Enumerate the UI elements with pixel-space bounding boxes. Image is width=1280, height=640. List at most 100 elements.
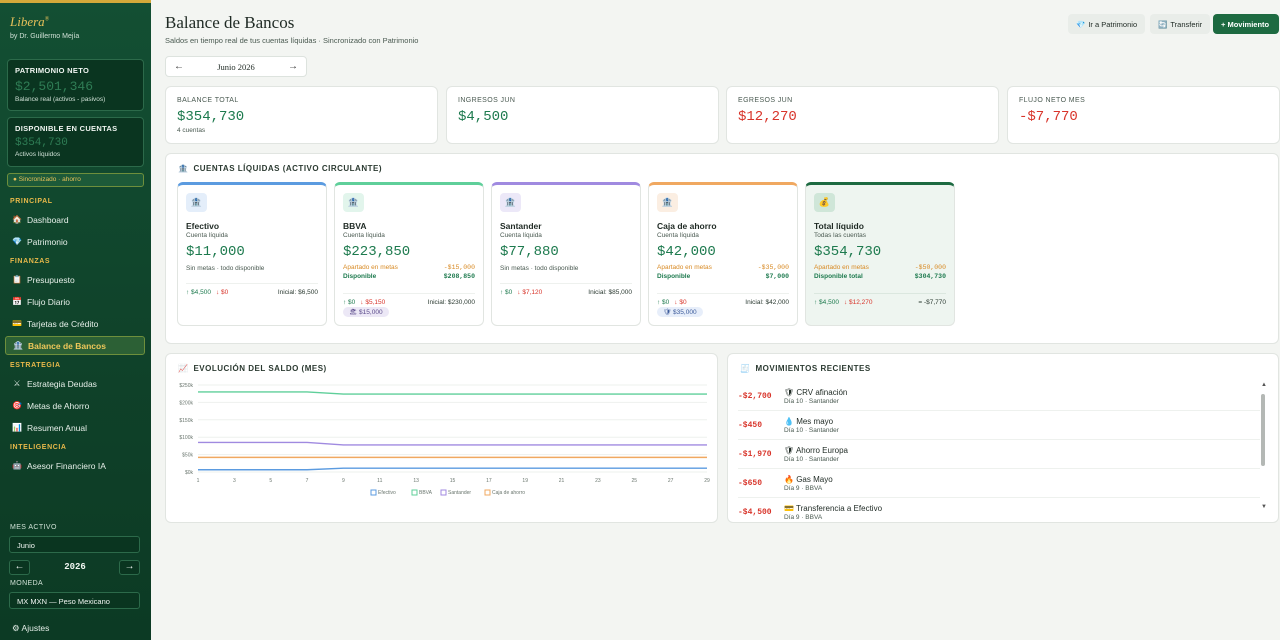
x-tick-label: 17 bbox=[486, 478, 492, 484]
account-in: ↑ $4,500 bbox=[814, 299, 839, 306]
brand[interactable]: Libera® by Dr. Guillermo Mejía bbox=[10, 14, 79, 40]
patrimonio-card: PATRIMONIO NETO $2,501,346 Balance real … bbox=[7, 59, 144, 111]
movimiento-amount: -$1,970 bbox=[738, 449, 772, 459]
disponible-label: Disponible bbox=[657, 273, 691, 280]
x-tick-label: 15 bbox=[450, 478, 456, 484]
account-type: Cuenta líquida bbox=[657, 232, 699, 239]
movimiento-icon: 🛡 bbox=[784, 387, 797, 397]
add-movimiento-button[interactable]: + Movimiento bbox=[1213, 14, 1279, 34]
apartado-label: Apartado en metas bbox=[814, 264, 869, 271]
calendar-icon: 📅 bbox=[12, 297, 22, 306]
movimiento-row[interactable]: -$4,500 💳 Transferencia a Efectivo Día 9 ·… bbox=[738, 498, 1260, 522]
movimiento-desc: 💧 Mes mayo bbox=[784, 417, 839, 426]
movimiento-icon: 🔥 bbox=[784, 474, 797, 484]
sidebar-item-asesor[interactable]: 🤖 Asesor Financiero IA bbox=[5, 456, 145, 475]
legend-label: Caja de ahorro bbox=[492, 490, 525, 496]
account-name: Efectivo bbox=[186, 221, 220, 231]
movimiento-icon: 💧 bbox=[784, 416, 797, 426]
account-flow: ↑ $0 ↓ $0 Inicial: $42,000 bbox=[657, 293, 789, 306]
disponible-row: Disponible $7,000 bbox=[657, 273, 789, 280]
movimientos-title: 🧾 MOVIMIENTOS RECIENTES bbox=[740, 364, 871, 373]
patrimonio-label: PATRIMONIO NETO bbox=[15, 66, 90, 75]
disponible-card: DISPONIBLE EN CUENTAS $354,730 Activos l… bbox=[7, 117, 144, 167]
month-prev-button[interactable]: ← bbox=[174, 61, 184, 72]
x-tick-label: 3 bbox=[233, 478, 236, 484]
scroll-down-arrow[interactable]: ▼ bbox=[1261, 504, 1267, 510]
account-card-bbva[interactable]: 🏦 BBVA Cuenta líquida $223,850 Apartado … bbox=[334, 182, 484, 326]
bank-icon: 🏦 bbox=[657, 193, 678, 212]
y-tick-label: $100k bbox=[179, 435, 193, 441]
y-tick-label: $150k bbox=[179, 418, 193, 424]
year-value: 2026 bbox=[64, 562, 86, 572]
movimiento-details: 🔥 Gas Mayo Día 9 · BBVA bbox=[784, 475, 833, 492]
x-tick-label: 9 bbox=[342, 478, 345, 484]
legend-label: Efectivo bbox=[378, 490, 396, 496]
settings-link[interactable]: ⚙ Ajustes bbox=[12, 623, 49, 634]
account-card-caja-ahorro[interactable]: 🏦 Caja de ahorro Cuenta líquida $42,000 … bbox=[648, 182, 798, 326]
sidebar-item-resumen[interactable]: 📊 Resumen Anual bbox=[5, 418, 145, 437]
scrollbar-thumb[interactable] bbox=[1261, 394, 1265, 466]
sidebar: Libera® by Dr. Guillermo Mejía PATRIMONI… bbox=[0, 0, 151, 640]
scroll-up-arrow[interactable]: ▲ bbox=[1261, 382, 1267, 388]
account-type: Todas las cuentas bbox=[814, 232, 867, 239]
movimiento-icon: 🛡 bbox=[784, 445, 796, 455]
account-card-total: 💰 Total líquido Todas las cuentas $354,7… bbox=[805, 182, 955, 326]
sync-status: ● Sincronizado · ahorro bbox=[7, 173, 144, 187]
kpi-flujo-neto: FLUJO NETO MES -$7,770 bbox=[1007, 86, 1280, 144]
moneda-select[interactable]: MX MXN — Peso Mexicano bbox=[9, 592, 140, 609]
account-type: Cuenta líquida bbox=[343, 232, 385, 239]
account-card-santander[interactable]: 🏦 Santander Cuenta líquida $77,880 Sin m… bbox=[491, 182, 641, 326]
chart-icon: 📊 bbox=[12, 423, 22, 432]
account-inicial: Inicial: $230,000 bbox=[427, 299, 475, 306]
series-line-efectivo bbox=[198, 467, 707, 471]
year-prev-button[interactable]: ← bbox=[9, 560, 30, 575]
disponible-row: Disponible total $304,730 bbox=[814, 273, 946, 280]
movimiento-amount: -$450 bbox=[738, 420, 763, 430]
kpi-value: $354,730 bbox=[177, 109, 245, 125]
mes-activo-label: MES ACTIVO bbox=[10, 524, 57, 531]
bank-icon: 🏦 bbox=[500, 193, 521, 212]
kpi-sub: 4 cuentas bbox=[177, 127, 206, 134]
movimiento-row[interactable]: -$1,970 🛡 Ahorro Europa Día 10 · Santander bbox=[738, 440, 1260, 469]
sidebar-item-dashboard[interactable]: 🏠 Dashboard bbox=[5, 210, 145, 229]
disponible-label: Disponible total bbox=[814, 273, 863, 280]
sidebar-item-label: Balance de Bancos bbox=[28, 340, 106, 351]
movimiento-meta: Día 10 · Santander bbox=[784, 426, 839, 434]
x-tick-label: 25 bbox=[632, 478, 638, 484]
account-balance: $11,000 bbox=[186, 244, 245, 260]
account-in: ↑ $0 bbox=[657, 299, 670, 306]
sidebar-item-deudas[interactable]: ⚔ Estrategia Deudas bbox=[5, 374, 145, 393]
account-flow: ↑ $0 ↓ $5,150 Inicial: $230,000 bbox=[343, 293, 475, 306]
sidebar-item-metas[interactable]: 🎯 Metas de Ahorro bbox=[5, 396, 145, 415]
movimiento-row[interactable]: -$650 🔥 Gas Mayo Día 9 · BBVA bbox=[738, 469, 1260, 498]
x-tick-label: 7 bbox=[306, 478, 309, 484]
transfer-button[interactable]: 🔄 Transferir bbox=[1150, 14, 1211, 34]
sidebar-item-balance[interactable]: 🏦 Balance de Bancos bbox=[5, 336, 145, 355]
go-patrimonio-button[interactable]: 💎 Ir a Patrimonio bbox=[1068, 14, 1146, 34]
account-card-efectivo[interactable]: 🏦 Efectivo Cuenta líquida $11,000 Sin me… bbox=[177, 182, 327, 326]
year-next-button[interactable]: → bbox=[119, 560, 140, 575]
bank-icon: 🏦 bbox=[13, 341, 23, 350]
mes-activo-select[interactable]: Junio bbox=[9, 536, 140, 553]
settings-label: Ajustes bbox=[21, 623, 50, 633]
sidebar-item-flujo[interactable]: 📅 Flujo Diario bbox=[5, 292, 145, 311]
x-tick-label: 23 bbox=[595, 478, 601, 484]
movimiento-row[interactable]: -$2,700 🛡 CRV afinación Día 10 · Santander bbox=[738, 382, 1260, 411]
disponible-label: Disponible bbox=[343, 273, 377, 280]
sidebar-item-patrimonio[interactable]: 💎 Patrimonio bbox=[5, 232, 145, 251]
account-name: Total líquido bbox=[814, 221, 864, 231]
month-next-button[interactable]: → bbox=[287, 61, 298, 72]
moneda-label: MONEDA bbox=[10, 580, 44, 587]
x-tick-label: 1 bbox=[197, 478, 200, 484]
sidebar-item-tarjetas[interactable]: 💳 Tarjetas de Crédito bbox=[5, 314, 145, 333]
movimiento-row[interactable]: -$450 💧 Mes mayo Día 10 · Santander bbox=[738, 411, 1260, 440]
money-bag-icon: 💰 bbox=[814, 193, 835, 212]
nav-section-inteligencia: INTELIGENCIA bbox=[10, 444, 67, 451]
movimiento-desc-text: CRV afinación bbox=[796, 387, 848, 397]
movimiento-details: 🛡 Ahorro Europa Día 10 · Santander bbox=[784, 446, 848, 463]
kpi-egresos: EGRESOS JUN $12,270 bbox=[726, 86, 999, 144]
movimiento-desc-text: Mes mayo bbox=[796, 416, 834, 426]
sidebar-item-presupuesto[interactable]: 📋 Presupuesto bbox=[5, 270, 145, 289]
account-note: Sin metas · todo disponible bbox=[186, 265, 265, 272]
sidebar-item-label: Patrimonio bbox=[27, 236, 68, 247]
